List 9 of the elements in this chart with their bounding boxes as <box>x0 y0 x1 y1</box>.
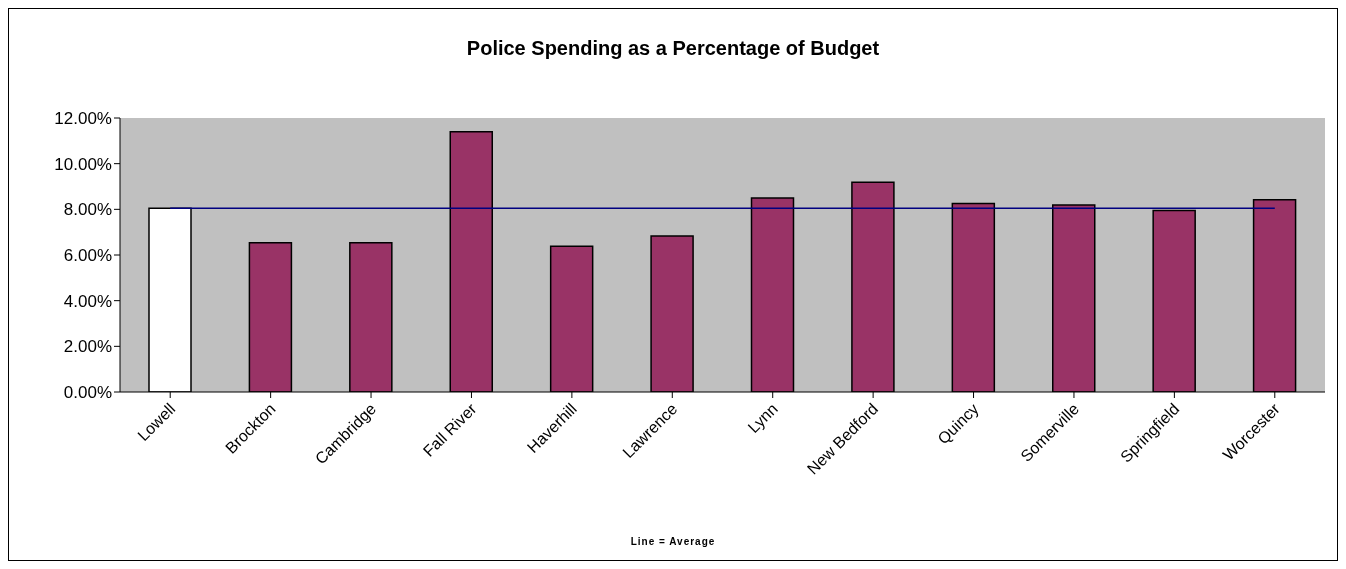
y-tick-label: 12.00% <box>54 109 112 129</box>
y-tick-label: 10.00% <box>54 154 112 174</box>
y-tick-label: 2.00% <box>63 337 112 357</box>
y-tick-label: 0.00% <box>63 383 112 403</box>
y-tick-label: 4.00% <box>63 291 112 311</box>
y-tick-label: 6.00% <box>63 246 112 266</box>
y-tick-label: 8.00% <box>63 200 112 220</box>
text: Line = Average <box>629 536 717 547</box>
chart-title: Police Spending as a Percentage of Budget <box>465 37 881 60</box>
